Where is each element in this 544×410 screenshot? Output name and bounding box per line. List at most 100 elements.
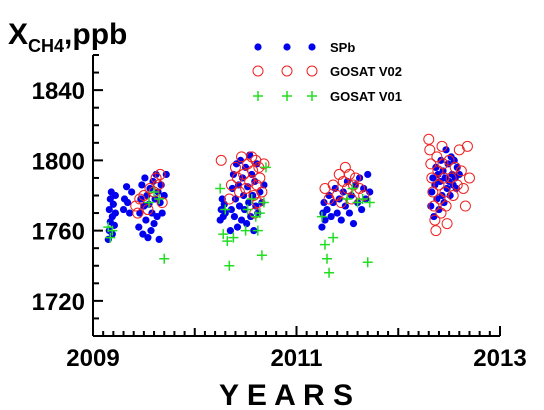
data-point (155, 235, 163, 244)
y-ticks: 1720 1760 1800 1840 (32, 54, 103, 337)
y-axis-title-subscript: CH4 (28, 36, 64, 56)
data-point (449, 161, 461, 173)
data-point (215, 154, 227, 166)
data-point (234, 186, 246, 198)
legend-marker (282, 91, 292, 101)
legend-marker (307, 91, 317, 101)
data-point (325, 191, 333, 200)
data-point (355, 174, 364, 182)
x-ticks: 2009 2011 2013 (66, 326, 527, 372)
data-point (147, 227, 155, 235)
data-point (254, 172, 266, 184)
legend-marker (253, 91, 263, 101)
data-point (327, 179, 339, 191)
plot-points (103, 133, 475, 278)
data-point (105, 205, 113, 214)
data-point (337, 216, 345, 224)
data-point (342, 194, 353, 205)
legend-marker (283, 43, 291, 51)
data-point (445, 172, 457, 184)
data-point (235, 202, 244, 210)
data-point (430, 225, 442, 237)
data-point (347, 191, 356, 200)
data-point (142, 204, 154, 216)
data-point (135, 223, 143, 231)
data-point (425, 158, 437, 170)
data-point (156, 198, 164, 207)
legend-label: GOSAT V02 (330, 64, 402, 79)
data-point (426, 172, 438, 184)
data-point (134, 193, 146, 205)
data-point (149, 186, 160, 197)
x-tick-label: 2013 (473, 345, 526, 372)
data-point (150, 220, 158, 228)
data-point (111, 209, 119, 217)
data-point (222, 236, 233, 247)
data-point (428, 188, 436, 196)
data-point (347, 183, 358, 194)
data-point (350, 172, 362, 184)
data-point (220, 200, 228, 208)
data-point (220, 204, 231, 215)
data-point (333, 209, 341, 217)
data-point (316, 211, 327, 222)
data-point (349, 220, 358, 228)
data-point (437, 158, 449, 170)
data-point (136, 209, 144, 217)
data-point (459, 200, 471, 212)
data-point (335, 197, 347, 209)
legend-item: GOSAT V02 (252, 64, 402, 79)
data-point (152, 179, 164, 191)
data-point (451, 179, 463, 191)
data-point (256, 250, 267, 261)
data-point (229, 161, 241, 173)
legend-marker (252, 65, 264, 77)
data-point (246, 194, 257, 205)
data-point (328, 232, 339, 243)
data-point (144, 234, 152, 242)
data-point (345, 209, 354, 217)
data-point (358, 205, 366, 214)
data-point (139, 230, 147, 238)
data-point (243, 220, 251, 228)
series-gosat-v01 (103, 162, 375, 278)
data-point (237, 216, 246, 224)
data-point (438, 172, 450, 184)
data-point (258, 158, 270, 170)
data-point (154, 168, 166, 180)
data-point (152, 170, 160, 179)
data-point (258, 197, 269, 208)
data-point (256, 186, 268, 198)
data-point (429, 214, 441, 226)
data-point (436, 140, 448, 152)
data-point (105, 232, 116, 243)
data-point (240, 225, 251, 236)
data-point (249, 191, 257, 200)
data-point (128, 188, 136, 196)
x-axis-title: Y E A R S (219, 379, 353, 410)
x-tick-label: 2011 (270, 345, 322, 372)
data-point (223, 193, 235, 205)
data-point (321, 216, 329, 224)
legend-item: SPb (254, 40, 355, 55)
data-point (457, 182, 469, 194)
data-point (318, 223, 326, 231)
data-point (150, 172, 162, 184)
data-point (322, 253, 333, 264)
data-point (141, 174, 149, 182)
data-point (142, 216, 150, 224)
data-point (218, 229, 229, 240)
data-point (231, 172, 243, 184)
data-point (226, 227, 234, 235)
data-point (154, 194, 165, 205)
data-point (461, 140, 473, 152)
data-point (429, 174, 437, 182)
data-point (324, 267, 335, 278)
y-tick-label: 1720 (32, 289, 85, 316)
data-point (364, 197, 375, 208)
legend-label: GOSAT V01 (330, 89, 402, 104)
y-axis-title: XCH4,ppb (8, 18, 127, 56)
data-point (431, 151, 443, 163)
legend-marker (281, 65, 293, 77)
